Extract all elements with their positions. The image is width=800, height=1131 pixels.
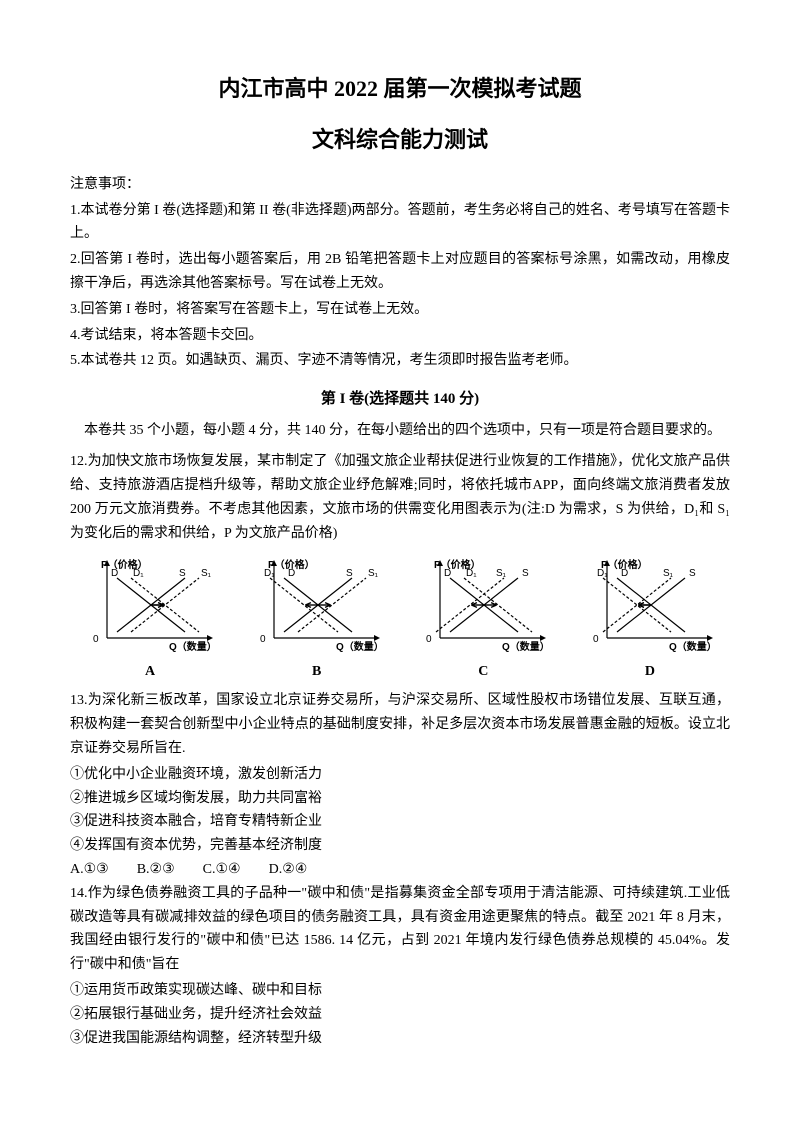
svg-text:0: 0 (93, 634, 99, 645)
svg-text:S₁: S₁ (496, 568, 507, 579)
svg-text:0: 0 (593, 634, 599, 645)
question-14-opt: ③促进我国能源结构调整，经济转型升级 (70, 1027, 730, 1051)
svg-text:S: S (522, 568, 529, 579)
supply-demand-chart: 0P（价格）Q（数量）D₁DSS₁ (252, 556, 382, 656)
notice-item: 5.本试卷共 12 页。如遇缺页、漏页、字迹不清等情况，考生须即时报告监考老师。 (70, 349, 730, 373)
svg-text:D₁: D₁ (597, 568, 608, 579)
chart-option-label: A (145, 660, 155, 684)
svg-text:Q（数量）: Q（数量） (336, 640, 382, 653)
page-title-1: 内江市高中 2022 届第一次模拟考试题 (70, 70, 730, 107)
svg-text:D₁: D₁ (264, 568, 275, 579)
page-title-2: 文科综合能力测试 (70, 121, 730, 158)
supply-demand-chart: 0P（价格）Q（数量）DD₁S₁S (418, 556, 548, 656)
chart-option: 0P（价格）Q（数量）D₁DSS₁B (247, 556, 387, 684)
svg-text:D: D (621, 568, 628, 579)
chart-option-label: C (478, 660, 488, 684)
svg-text:D: D (288, 568, 295, 579)
svg-text:S: S (346, 568, 353, 579)
svg-text:D: D (111, 568, 118, 579)
notice-item: 1.本试卷分第 I 卷(选择题)和第 II 卷(非选择题)两部分。答题前，考生务… (70, 199, 730, 247)
svg-text:S: S (689, 568, 696, 579)
question-13-choices: A.①③ B.②③ C.①④ D.②④ (70, 858, 730, 882)
question-13-opt: ②推进城乡区域均衡发展，助力共同富裕 (70, 787, 730, 811)
svg-text:D₁: D₁ (133, 568, 144, 579)
question-14: 14.作为绿色债券融资工具的子品种一"碳中和债"是指募集资金全部专项用于清洁能源… (70, 882, 730, 977)
chart-option: 0P（价格）Q（数量）DD₁S₁SC (413, 556, 553, 684)
charts-row: 0P（价格）Q（数量）DD₁SS₁A0P（价格）Q（数量）D₁DSS₁B0P（价… (70, 556, 730, 684)
supply-demand-chart: 0P（价格）Q（数量）D₁DS₁S (585, 556, 715, 656)
svg-text:0: 0 (426, 634, 432, 645)
notice-item: 4.考试结束，将本答题卡交回。 (70, 324, 730, 348)
notice-item: 3.回答第 I 卷时，将答案写在答题卡上，写在试卷上无效。 (70, 298, 730, 322)
supply-demand-chart: 0P（价格）Q（数量）DD₁SS₁ (85, 556, 215, 656)
question-13: 13.为深化新三板改革，国家设立北京证券交易所，与沪深交易所、区域性股权市场错位… (70, 689, 730, 760)
chart-option-label: B (312, 660, 321, 684)
chart-option: 0P（价格）Q（数量）D₁DS₁SD (580, 556, 720, 684)
question-13-opt: ③促进科技资本融合，培育专精特新企业 (70, 810, 730, 834)
notice-item: 2.回答第 I 卷时，选出每小题答案后，用 2B 铅笔把答题卡上对应题目的答案标… (70, 248, 730, 296)
svg-text:Q（数量）: Q（数量） (669, 640, 715, 653)
svg-text:S₁: S₁ (368, 568, 379, 579)
svg-text:S₁: S₁ (663, 568, 674, 579)
question-13-opt: ④发挥国有资本优势，完善基本经济制度 (70, 834, 730, 858)
question-12: 12.为加快文旅市场恢复发展，某市制定了《加强文旅企业帮扶促进行业恢复的工作措施… (70, 450, 730, 545)
svg-text:S: S (179, 568, 186, 579)
section-1-intro: 本卷共 35 个小题，每小题 4 分，共 140 分，在每小题给出的四个选项中，… (70, 419, 730, 443)
svg-text:Q（数量）: Q（数量） (502, 640, 548, 653)
notice-label: 注意事项： (70, 173, 730, 197)
section-1-title: 第 I 卷(选择题共 140 分) (70, 387, 730, 413)
svg-text:S₁: S₁ (201, 568, 212, 579)
svg-text:D: D (444, 568, 451, 579)
svg-text:Q（数量）: Q（数量） (169, 640, 215, 653)
svg-text:D₁: D₁ (466, 568, 477, 579)
question-14-opt: ②拓展银行基础业务，提升经济社会效益 (70, 1003, 730, 1027)
chart-option-label: D (645, 660, 655, 684)
svg-text:0: 0 (260, 634, 266, 645)
question-13-opt: ①优化中小企业融资环境，激发创新活力 (70, 763, 730, 787)
chart-option: 0P（价格）Q（数量）DD₁SS₁A (80, 556, 220, 684)
question-14-opt: ①运用货币政策实现碳达峰、碳中和目标 (70, 979, 730, 1003)
